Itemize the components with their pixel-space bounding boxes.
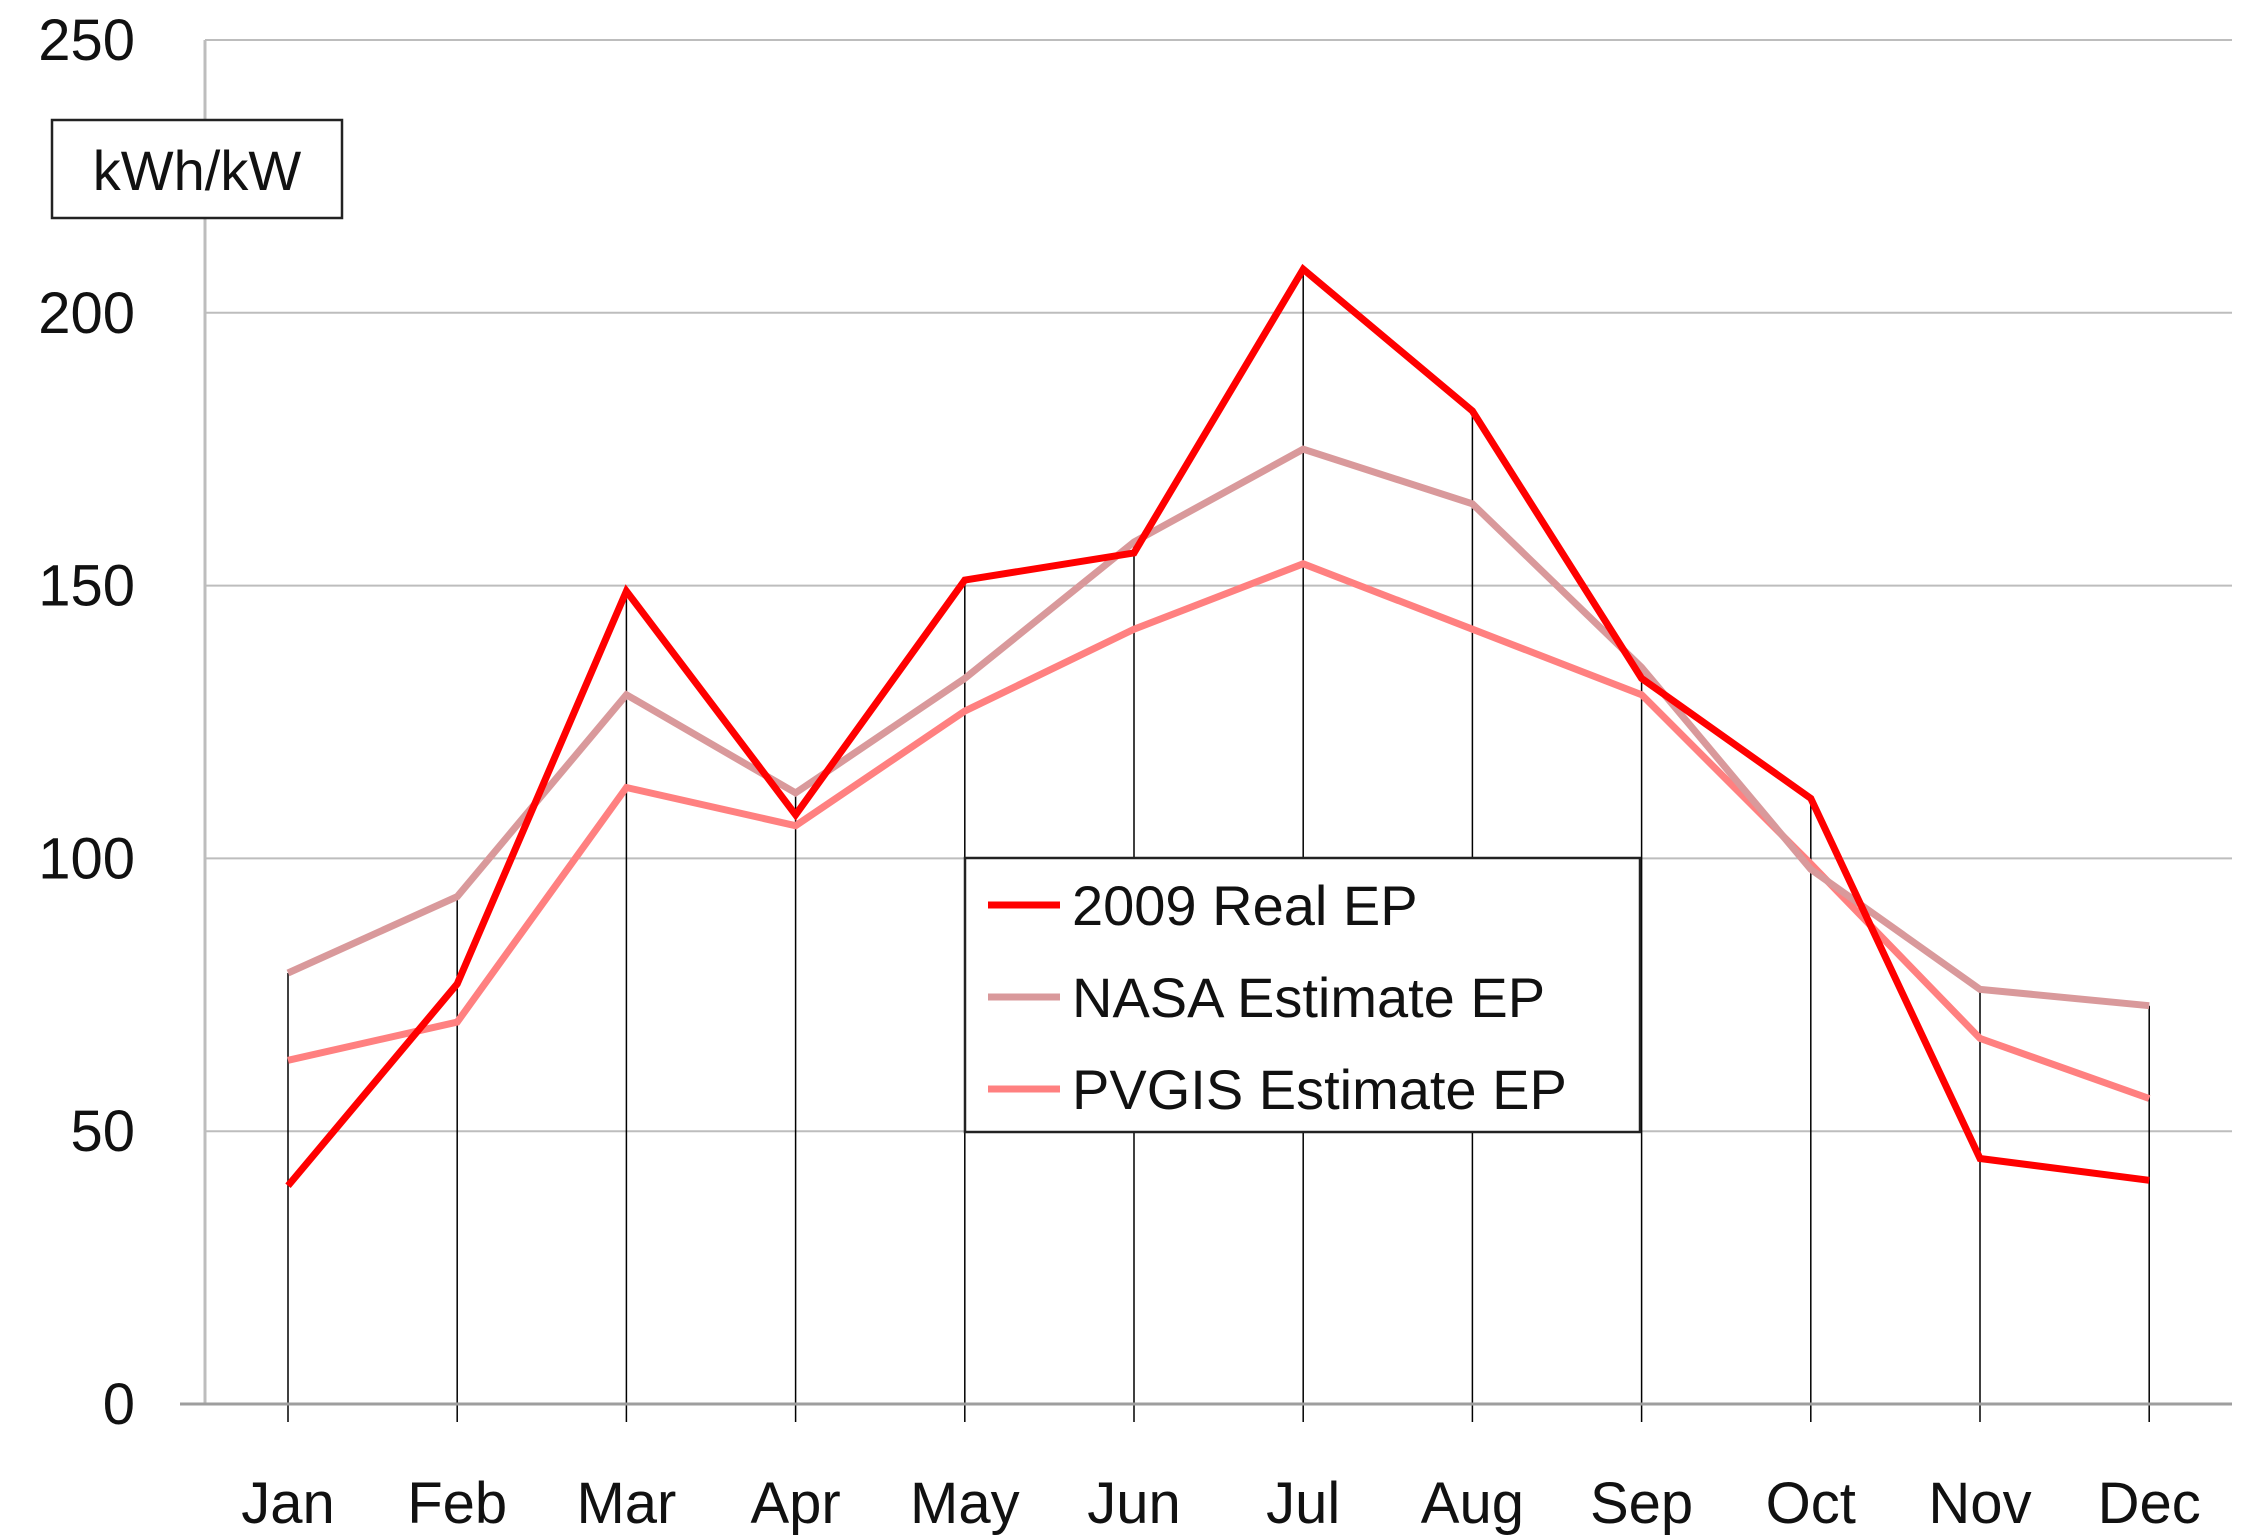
y-tick-label: 150: [38, 554, 135, 619]
axes: 0 50 100 150 200 250 Jan Feb Mar Apr May Jun Jul Aug S…: [38, 8, 2232, 1536]
y-tick-label: 50: [70, 1099, 135, 1164]
y-tick-label: 0: [103, 1372, 135, 1437]
x-tick-label: Nov: [1928, 1471, 2031, 1536]
x-tick-label: Oct: [1766, 1471, 1856, 1536]
legend-frame: [963, 856, 1642, 1134]
series-group: [285, 263, 2151, 1189]
x-tick-label: Aug: [1421, 1471, 1524, 1536]
x-tick-label: Jun: [1087, 1471, 1181, 1536]
legend-label: 2009 Real EP: [1072, 874, 1418, 937]
x-tick-label: Sep: [1590, 1471, 1693, 1536]
x-tick-label: Jul: [1266, 1471, 1340, 1536]
series-line-nasa-estimate-ep: [286, 445, 2150, 1010]
y-unit-label: kWh/kW: [93, 139, 302, 202]
legend-label: NASA Estimate EP: [1072, 966, 1545, 1029]
x-tick-label: Apr: [750, 1471, 840, 1536]
x-tick-label: Feb: [407, 1471, 507, 1536]
y-unit-box: kWh/kW: [50, 118, 344, 220]
legend-label: PVGIS Estimate EP: [1072, 1058, 1567, 1121]
grid: [205, 39, 2232, 1133]
x-tick-label: Jan: [241, 1471, 335, 1536]
series-line-2009-real-ep: [285, 263, 2150, 1189]
x-tick-label: Dec: [2098, 1471, 2201, 1536]
y-unit-frame: [50, 118, 344, 220]
y-tick-label: 250: [38, 8, 135, 73]
x-tick-label: May: [910, 1471, 1020, 1536]
y-tick-label: 100: [38, 826, 135, 891]
y-tick-label: 200: [38, 281, 135, 346]
legend: 2009 Real EP NASA Estimate EP PVGIS Estima…: [963, 856, 1642, 1134]
x-tick-label: Mar: [576, 1471, 676, 1536]
